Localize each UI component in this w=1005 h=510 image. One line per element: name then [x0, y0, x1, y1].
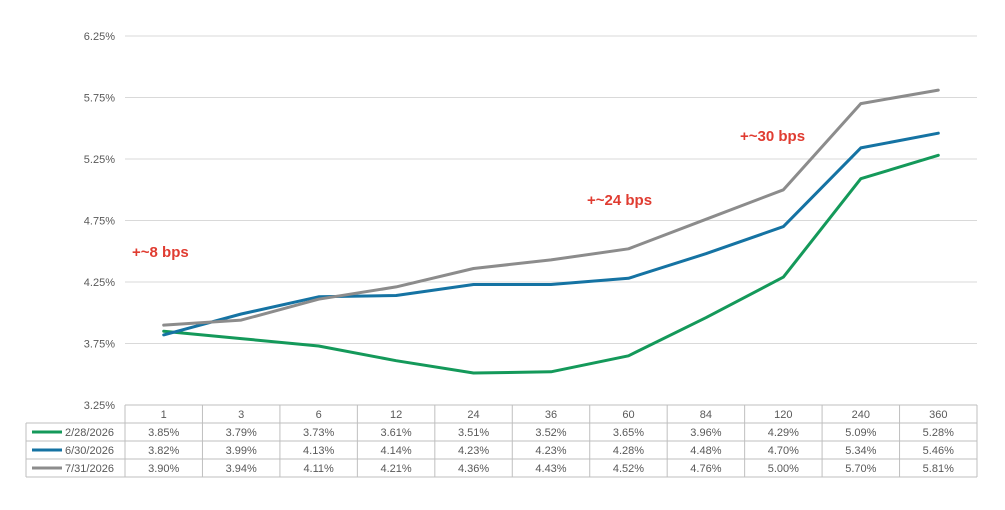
legend-label: 6/30/2026 [65, 445, 114, 457]
y-tick-label: 4.75% [84, 216, 115, 228]
annotation-30bps: +~30 bps [740, 128, 805, 145]
table-cell: 3.99% [226, 445, 257, 457]
table-cell: 5.46% [923, 445, 954, 457]
x-tick-label: 360 [929, 409, 947, 421]
table-cell: 4.21% [380, 463, 411, 475]
table-cell: 3.51% [458, 427, 489, 439]
table-cell: 5.09% [845, 427, 876, 439]
table-cell: 4.36% [458, 463, 489, 475]
y-axis: 3.25% 3.75% 4.25% 4.75% 5.25% 5.75% 6.25% [84, 31, 115, 412]
table-cell: 5.70% [845, 463, 876, 475]
gridlines [125, 35, 977, 344]
table-cell: 3.94% [226, 463, 257, 475]
y-tick-label: 5.75% [84, 93, 115, 105]
series-lines [162, 88, 940, 375]
table-cell: 4.23% [535, 445, 566, 457]
y-tick-label: 5.25% [84, 154, 115, 166]
table-cell: 5.81% [923, 463, 954, 475]
table-cell: 4.29% [768, 427, 799, 439]
x-tick-label: 12 [390, 409, 402, 421]
legend-label: 2/28/2026 [65, 427, 114, 439]
table-cell: 5.34% [845, 445, 876, 457]
table-cell: 4.43% [535, 463, 566, 475]
table-cell: 3.61% [380, 427, 411, 439]
table-cell: 5.00% [768, 463, 799, 475]
y-tick-label: 6.25% [84, 31, 115, 43]
table-cell: 4.76% [690, 463, 721, 475]
y-tick-label: 3.75% [84, 339, 115, 351]
table-cell: 4.14% [380, 445, 411, 457]
table-cell: 4.52% [613, 463, 644, 475]
x-tick-label: 6 [316, 409, 322, 421]
x-tick-label: 1 [161, 409, 167, 421]
y-tick-label: 3.25% [84, 400, 115, 412]
annotation-24bps: +~24 bps [587, 192, 652, 209]
x-tick-label: 36 [545, 409, 557, 421]
table-cell: 3.65% [613, 427, 644, 439]
x-tick-label: 120 [774, 409, 792, 421]
table-cell: 3.52% [535, 427, 566, 439]
table-cell: 4.48% [690, 445, 721, 457]
series-line-2 [162, 131, 940, 337]
table-cell: 3.82% [148, 445, 179, 457]
table-cell: 3.73% [303, 427, 334, 439]
legend-label: 7/31/2026 [65, 463, 114, 475]
table-cell: 3.96% [690, 427, 721, 439]
x-tick-label: 3 [238, 409, 244, 421]
table-cell: 4.28% [613, 445, 644, 457]
x-tick-label: 60 [622, 409, 634, 421]
x-tick-label: 24 [467, 409, 479, 421]
x-tick-label: 240 [852, 409, 870, 421]
table-cell: 4.13% [303, 445, 334, 457]
annotation-8bps: +~8 bps [132, 244, 189, 261]
table-cell: 3.79% [226, 427, 257, 439]
table-cell: 3.85% [148, 427, 179, 439]
y-tick-label: 4.25% [84, 277, 115, 289]
table-cell: 4.23% [458, 445, 489, 457]
annotations: +~8 bps +~24 bps +~30 bps [132, 128, 805, 261]
table-cell: 3.90% [148, 463, 179, 475]
table-cell: 4.70% [768, 445, 799, 457]
x-tick-label: 84 [700, 409, 712, 421]
series-line-3 [162, 88, 940, 327]
table-cell: 5.28% [923, 427, 954, 439]
table-cell: 4.11% [303, 463, 334, 475]
